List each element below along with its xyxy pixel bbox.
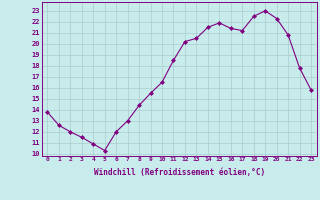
X-axis label: Windchill (Refroidissement éolien,°C): Windchill (Refroidissement éolien,°C) — [94, 168, 265, 177]
